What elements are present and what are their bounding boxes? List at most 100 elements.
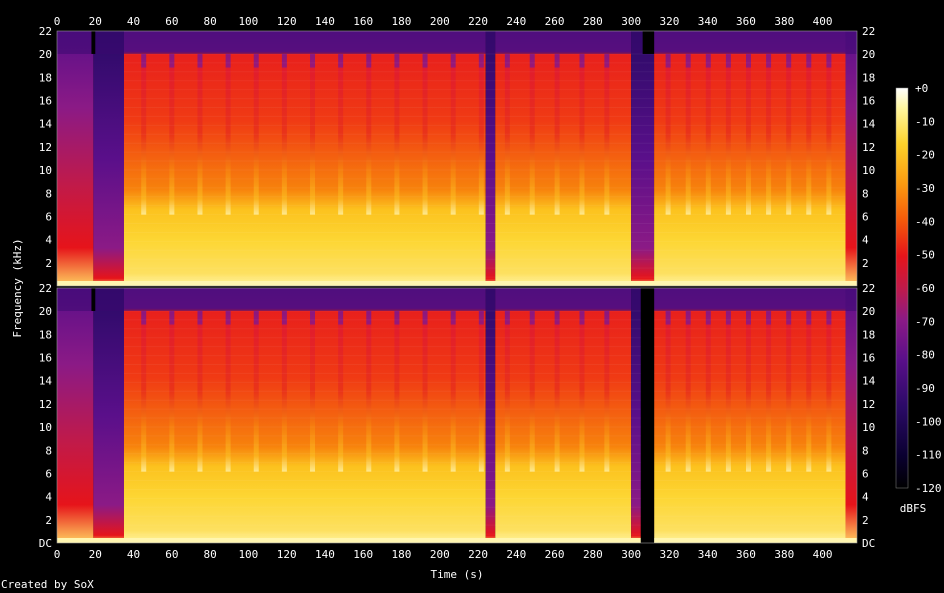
colorbar [895,87,909,489]
footer-credit: Created by SoX [1,578,94,591]
x-tick-label-bottom: 80 [203,548,216,561]
x-tick-label-top: 80 [203,15,216,28]
y-tick-label-right: 12 [862,398,875,411]
y-tick-label-right: 22 [862,25,875,38]
y-tick-label-right: 6 [862,467,869,480]
y-tick-label-left: 16 [39,95,52,108]
y-tick-label-left: 18 [39,328,52,341]
y-tick-label-right: 16 [862,95,875,108]
y-tick-label-right: 20 [862,48,875,61]
y-tick-label-left: 16 [39,352,52,365]
x-tick-label-top: 300 [621,15,641,28]
y-tick-label-right: 6 [862,210,869,223]
x-tick-label-top: 320 [660,15,680,28]
colorbar-tick-label: -10 [915,115,935,128]
x-tick-label-top: 120 [277,15,297,28]
colorbar-tick-label: -20 [915,149,935,162]
y-tick-label-left: 18 [39,71,52,84]
y-tick-label-right: 4 [862,234,869,247]
x-tick-label-bottom: 380 [774,548,794,561]
y-tick-label-left: 10 [39,421,52,434]
y-tick-label-right: 12 [862,141,875,154]
y-tick-label-right: 2 [862,257,869,270]
colorbar-tick-label: -100 [915,415,942,428]
y-tick-label-right: 18 [862,71,875,84]
x-tick-label-top: 100 [238,15,258,28]
y-tick-label-right: 8 [862,187,869,200]
colorbar-tick-label: -30 [915,182,935,195]
y-tick-label-right: DC [862,537,875,550]
x-tick-label-top: 400 [813,15,833,28]
x-tick-label-bottom: 320 [660,548,680,561]
colorbar-ticks: +0 -10 -20 -30 -40 -50 -60 -70 -80 -90 -100 -110 -12… [915,82,942,495]
x-tick-label-bottom: 360 [736,548,756,561]
y-tick-label-right: 18 [862,328,875,341]
x-tick-label-bottom: 100 [238,548,258,561]
y-tick-label-left: 20 [39,48,52,61]
x-tick-label-top: 280 [583,15,603,28]
colorbar-tick-label: -120 [915,482,942,495]
x-tick-label-top: 20 [89,15,102,28]
x-tick-label-bottom: 220 [468,548,488,561]
x-tick-label-top: 260 [545,15,565,28]
y-tick-label-left: 12 [39,141,52,154]
y-tick-label-left: 4 [45,491,52,504]
x-axis-ticks: 0 0 20 20 40 40 60 60 80 80 100 100 120 120 140 140 160 1… [54,15,833,561]
x-tick-label-bottom: 340 [698,548,718,561]
x-tick-label-bottom: 140 [315,548,335,561]
y-tick-label-right: 10 [862,164,875,177]
x-axis-label: Time (s) [431,568,484,581]
y-tick-label-right: 20 [862,305,875,318]
colorbar-tick-label: -70 [915,315,935,328]
y-tick-label-right: 14 [862,375,876,388]
x-tick-label-top: 240 [506,15,526,28]
y-tick-label-left: 22 [39,25,52,38]
x-tick-label-bottom: 20 [89,548,102,561]
y-tick-label-left: 2 [45,257,52,270]
channel-1-spectrogram [57,31,857,286]
colorbar-tick-label: -40 [915,215,935,228]
x-tick-label-top: 220 [468,15,488,28]
y-tick-label-left: 10 [39,164,52,177]
x-tick-label-top: 0 [54,15,61,28]
x-tick-label-bottom: 300 [621,548,641,561]
y-tick-label-right: 22 [862,282,875,295]
y-tick-label-left: 6 [45,467,52,480]
x-tick-label-bottom: 180 [392,548,412,561]
y-tick-label-left: 22 [39,282,52,295]
y-tick-label-left: 6 [45,210,52,223]
y-tick-label-left: 8 [45,444,52,457]
y-tick-label-left: 14 [39,375,53,388]
x-tick-label-bottom: 400 [813,548,833,561]
x-tick-label-top: 340 [698,15,718,28]
y-tick-label-left: 12 [39,398,52,411]
x-tick-label-bottom: 60 [165,548,178,561]
x-tick-label-bottom: 40 [127,548,140,561]
x-tick-label-bottom: 120 [277,548,297,561]
x-tick-label-top: 60 [165,15,178,28]
x-tick-label-bottom: 0 [54,548,61,561]
channel-2-spectrogram [57,288,857,543]
y-tick-label-left: 8 [45,187,52,200]
x-tick-label-top: 160 [353,15,373,28]
colorbar-tick-label: -90 [915,382,935,395]
x-tick-label-top: 40 [127,15,140,28]
y-tick-label-left: DC [39,537,52,550]
colorbar-tick-label: -80 [915,349,935,362]
colorbar-tick-label: -50 [915,249,935,262]
colorbar-tick-label: -110 [915,449,942,462]
axes-frame [56,30,858,544]
x-tick-label-bottom: 260 [545,548,565,561]
x-tick-label-bottom: 280 [583,548,603,561]
y-tick-label-left: 14 [39,118,53,131]
x-tick-label-bottom: 240 [506,548,526,561]
x-tick-label-bottom: 200 [430,548,450,561]
x-tick-label-top: 200 [430,15,450,28]
y-tick-label-right: 14 [862,118,876,131]
x-tick-label-top: 360 [736,15,756,28]
y-axis-label: Frequency (kHz) [11,238,24,337]
colorbar-tick-label: +0 [915,82,928,95]
colorbar-label: dBFS [900,502,927,515]
